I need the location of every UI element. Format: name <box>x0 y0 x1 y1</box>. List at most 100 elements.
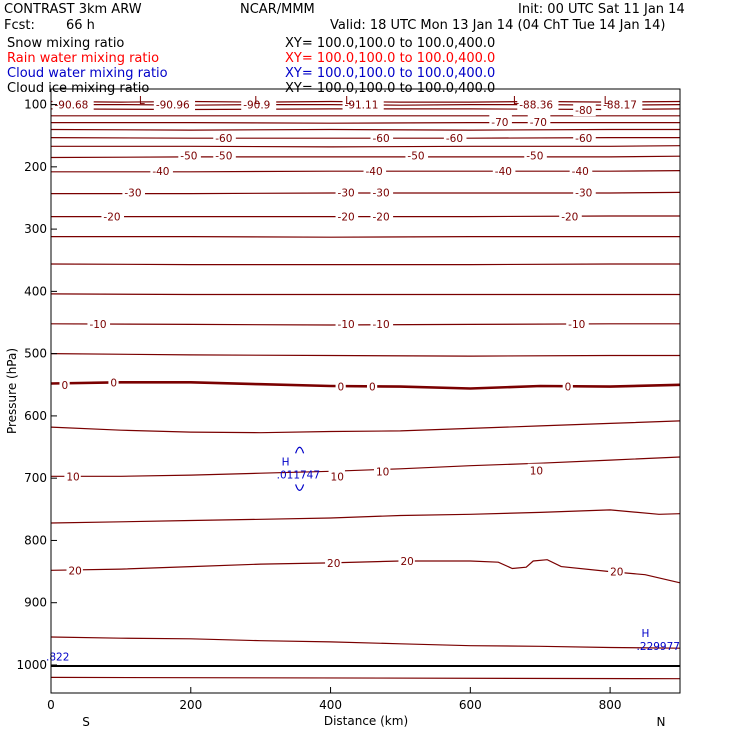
contour-label: -30 <box>575 187 592 199</box>
field-xy-snow: XY= 100.0,100.0 to 100.0,400.0 <box>285 36 495 51</box>
contour-label-bg <box>363 164 387 178</box>
contour-label-bg <box>573 131 596 145</box>
contour-label: 20 <box>610 567 623 579</box>
contour-label: 0 <box>110 377 117 389</box>
field-name-cloud-water: Cloud water mixing ratio <box>7 66 168 81</box>
contour-label: 10 <box>376 466 389 478</box>
field-name-snow: Snow mixing ratio <box>7 36 124 51</box>
contour-line <box>51 215 680 218</box>
contour-line <box>50 128 680 131</box>
low-marker: L <box>345 95 351 107</box>
contour-label-bg <box>398 553 415 567</box>
contour-label: -60 <box>446 133 463 145</box>
contour-line <box>50 676 681 680</box>
init-time: Init: 00 UTC Sat 11 Jan 14 <box>518 2 685 17</box>
contour-label: -90.96 <box>156 100 190 112</box>
contour-label-bg <box>178 148 201 162</box>
x-axis-left-end-label: S <box>82 715 90 729</box>
plot-frame <box>50 88 681 694</box>
valid-time: Valid: 18 UTC Mon 13 Jan 14 (04 ChT Tue … <box>330 18 665 33</box>
contour-label: -20 <box>372 212 389 224</box>
contour-label-bg <box>335 316 359 330</box>
contour-label-bg <box>325 555 342 569</box>
contour-labels: -90.68 -90.96 -90.9 -91.11 -88.36 -88.17 -80 -7… <box>52 97 643 579</box>
high-marker-value: .229977 <box>637 641 680 653</box>
y-tick-label: 900 <box>24 596 47 610</box>
y-tick-label: 800 <box>24 533 47 547</box>
contour-label: -20 <box>561 212 578 224</box>
y-tick-label: 1000 <box>16 658 47 672</box>
contour-line <box>50 323 680 326</box>
contour-label-bg <box>342 97 384 111</box>
contour-label: -60 <box>215 133 232 145</box>
forecast-hour: 66 h <box>66 18 95 33</box>
contour-label-bg <box>517 97 559 111</box>
low-marker: L <box>139 95 145 107</box>
low-marker: L <box>604 95 610 107</box>
contour-label: -10 <box>568 319 585 331</box>
contour-label: -10 <box>338 319 355 331</box>
contour-label: 10 <box>530 466 543 478</box>
field-xy-cloud-water: XY= 100.0,100.0 to 100.0,400.0 <box>285 66 495 81</box>
contour-label: -30 <box>338 187 355 199</box>
contour-label-bg <box>87 316 111 330</box>
contour-label-bg <box>66 563 83 577</box>
y-tick-label: 300 <box>24 222 47 236</box>
contour-label-bg <box>370 185 394 199</box>
x-axis-right-end-label: N <box>657 715 666 729</box>
contour-label: -91.11 <box>345 100 379 112</box>
y-tick-label: 200 <box>24 160 47 174</box>
contour-label: -70 <box>530 117 547 129</box>
contour-label: 10 <box>331 471 344 483</box>
contour-label-bg <box>335 185 359 199</box>
field-legend: Snow mixing ratio XY= 100.0,100.0 to 100… <box>7 36 495 96</box>
x-tick-label: 400 <box>319 698 342 712</box>
contour-line <box>51 122 680 124</box>
x-axis-label: Distance (km) <box>324 714 408 728</box>
contour-label-bg <box>573 185 596 199</box>
contour-line <box>50 381 681 390</box>
contour-line <box>50 155 681 159</box>
contour-label: 0 <box>61 380 68 392</box>
contour-label: -88.36 <box>519 100 553 112</box>
contour-label-bg <box>150 164 173 178</box>
contour-line <box>50 137 680 139</box>
contour-label: 10 <box>66 471 79 483</box>
contour-label-bg <box>213 131 236 145</box>
contour-line <box>50 353 680 357</box>
contour-line <box>50 293 680 296</box>
contour-label-bg <box>101 209 125 223</box>
contour-label: -80 <box>575 105 592 117</box>
high-marker: H <box>642 628 650 640</box>
contour-label: -70 <box>491 117 508 129</box>
contour-label: -90.68 <box>54 100 88 112</box>
contour-label-bg <box>370 209 394 223</box>
contour-label-bg <box>153 97 196 111</box>
contour-label-bg <box>122 185 145 199</box>
contour-label: 0 <box>565 382 572 394</box>
x-tick-label: 200 <box>179 698 202 712</box>
contour-label: -60 <box>372 133 389 145</box>
contour-label-bg <box>527 115 551 129</box>
x-tick-label: 600 <box>459 698 482 712</box>
contour-label-bg <box>108 375 119 389</box>
contour-line <box>51 145 681 148</box>
contour-line <box>50 263 680 266</box>
x-axis: 0 200 400 600 800 <box>47 687 622 712</box>
contour-label-bg <box>366 379 378 393</box>
contour-label-bg <box>492 164 516 178</box>
contour-line <box>50 420 681 434</box>
contour-line <box>50 559 681 584</box>
contour-label-bg <box>443 131 467 145</box>
contour-label-bg <box>569 164 593 178</box>
field-name-rain: Rain water mixing ratio <box>7 51 159 66</box>
contour-label-bg <box>573 103 596 117</box>
contour-label-bg <box>489 115 512 129</box>
contour-label-bg <box>64 469 81 483</box>
contour-label-bg <box>601 97 643 111</box>
contour-label: -50 <box>215 151 232 163</box>
organization: NCAR/MMM <box>240 2 315 17</box>
contour-label: -60 <box>575 133 592 145</box>
model-title: CONTRAST 3km ARW <box>4 2 142 17</box>
